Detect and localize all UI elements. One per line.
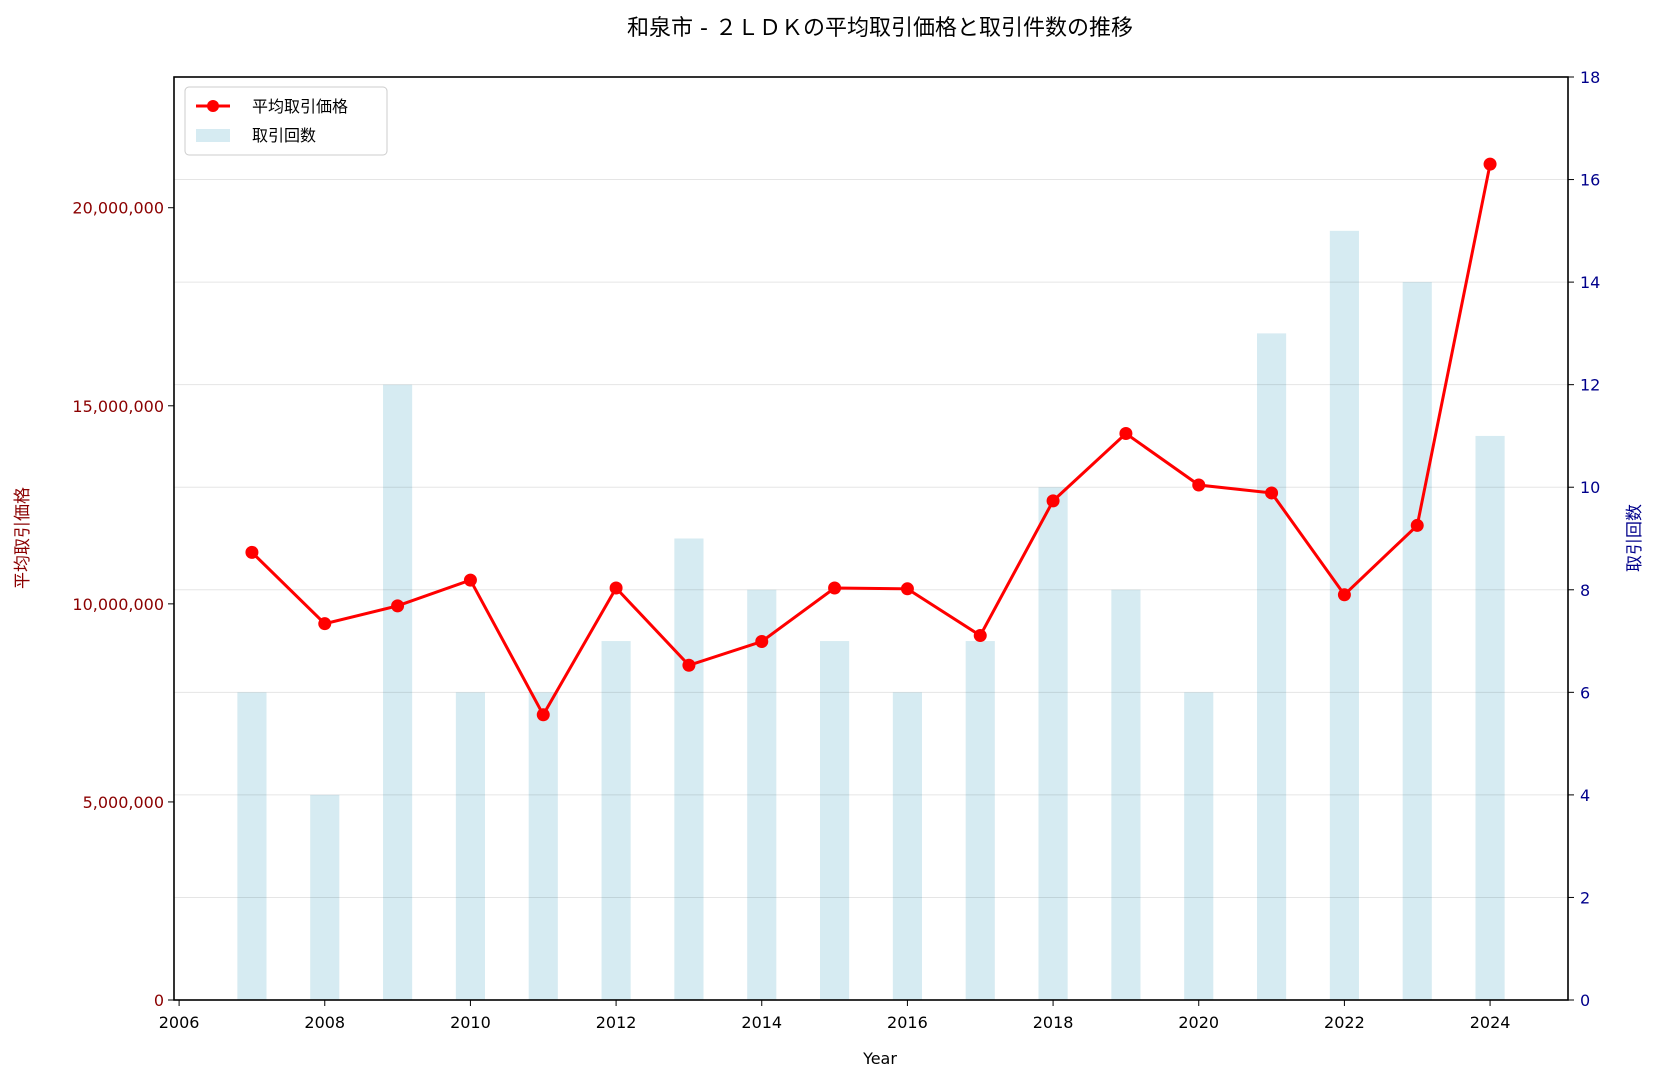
bar-2023 [1402,282,1432,1001]
bar-2024 [1475,435,1505,1000]
legend: 平均取引価格 取引回数 [184,86,388,156]
price-point-2010 [463,573,477,587]
x-axis-label: Year [862,1049,897,1068]
bar-2010 [455,692,485,1000]
price-point-2021 [1265,486,1279,500]
y-axis-left-label: 平均取引価格 [13,487,33,589]
legend-marker-swatch [207,100,219,112]
y-right-tick-label: 18 [1580,68,1600,87]
x-tick-label: 2010 [450,1013,491,1032]
price-point-2012 [609,581,623,595]
plot-frame [173,76,1569,1001]
y-right-tick-label: 16 [1580,171,1600,190]
price-point-2008 [318,617,332,631]
bar-2008 [310,794,340,1000]
bar-2017 [965,641,995,1000]
price-point-2007 [245,545,259,559]
y-left-tick-label: 15,000,000 [72,397,164,416]
bar-2021 [1257,333,1287,1000]
bar-2020 [1184,692,1214,1000]
legend-box [184,86,388,156]
bar-2016 [892,692,922,1000]
price-point-2015 [828,581,842,595]
x-tick-label: 2022 [1324,1013,1365,1032]
y-right-tick-label: 14 [1580,273,1600,292]
bar-2018 [1038,487,1068,1000]
price-point-2016 [900,582,914,596]
legend-label-price: 平均取引価格 [252,97,348,116]
y-left-tick-label: 10,000,000 [72,595,164,614]
price-point-2019 [1119,427,1133,441]
bar-2022 [1329,230,1359,1001]
bar-2014 [747,589,777,1000]
price-point-2024 [1483,157,1497,171]
price-point-2018 [1046,494,1060,508]
x-tick-label: 2012 [596,1013,637,1032]
bar-2015 [820,641,850,1000]
legend-bar-swatch [196,129,230,142]
price-point-2013 [682,658,696,672]
y-right-tick-label: 2 [1580,888,1590,907]
y-right-tick-label: 4 [1580,786,1590,805]
price-line [250,163,1492,718]
x-tick-label: 2016 [887,1013,928,1032]
price-point-2009 [391,599,405,613]
x-tick-label: 2014 [741,1013,782,1032]
bar-2009 [383,384,413,1001]
bar-2012 [601,641,631,1000]
x-tick-label: 2006 [159,1013,200,1032]
x-tick-label: 2024 [1470,1013,1511,1032]
bar-2019 [1111,589,1141,1000]
y-right-tick-label: 6 [1580,683,1590,702]
price-point-2017 [973,629,987,643]
legend-label-count: 取引回数 [252,126,316,145]
y-left-tick-label: 5,000,000 [83,793,164,812]
bar-2013 [674,538,704,1000]
y-right-tick-label: 12 [1580,376,1600,395]
price-point-2014 [755,634,769,648]
y-right-tick-label: 8 [1580,581,1590,600]
x-tick-label: 2020 [1178,1013,1219,1032]
price-point-2023 [1410,518,1424,532]
chart-title: 和泉市 - ２ＬＤＫの平均取引価格と取引件数の推移 [627,16,1133,41]
price-point-2022 [1337,588,1351,602]
y-left-tick-label: 20,000,000 [72,199,164,218]
y-right-tick-label: 10 [1580,478,1600,497]
x-tick-label: 2018 [1033,1013,1074,1032]
bar-2007 [237,692,267,1000]
price-point-2020 [1192,478,1206,492]
y-right-tick-label: 0 [1580,991,1590,1010]
y-axis-right-label: 取引回数 [1625,504,1645,572]
y-left-tick-label: 0 [154,991,164,1010]
bar-2011 [528,692,558,1000]
x-tick-label: 2008 [304,1013,345,1032]
price-point-2011 [536,708,550,722]
